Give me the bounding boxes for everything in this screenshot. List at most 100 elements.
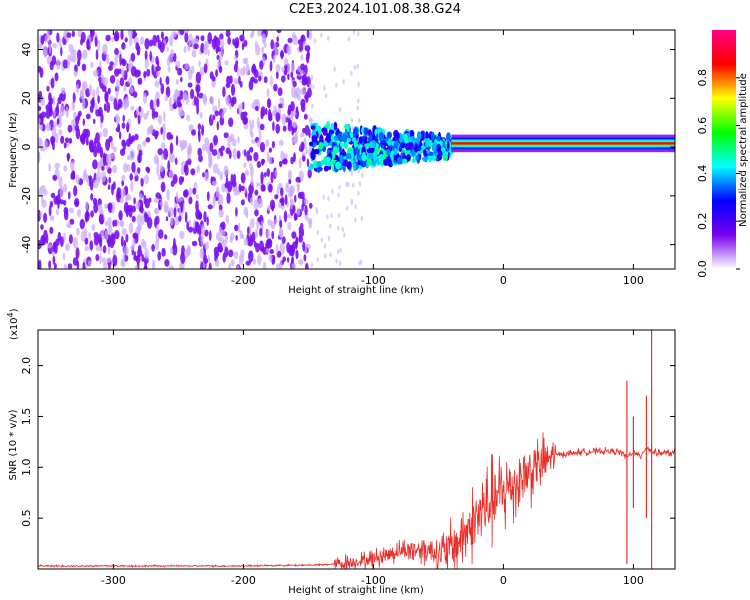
- noise-blob: [352, 182, 355, 188]
- noise-blob: [230, 173, 234, 185]
- noise-blob: [169, 142, 174, 155]
- signal-blob: [339, 142, 344, 148]
- noise-blob: [95, 132, 100, 144]
- noise-blob: [263, 172, 267, 178]
- signal-blob: [436, 143, 442, 153]
- noise-blob: [84, 211, 90, 222]
- noise-blob: [50, 77, 55, 89]
- noise-blob: [130, 180, 134, 192]
- noise-blob: [248, 79, 254, 91]
- noise-blob: [310, 75, 314, 80]
- noise-blob: [235, 60, 239, 66]
- noise-blob: [153, 154, 159, 165]
- noise-blob: [218, 209, 224, 218]
- noise-blob: [288, 119, 292, 127]
- noise-blob: [158, 229, 164, 239]
- noise-blob: [222, 86, 226, 98]
- noise-blob: [97, 39, 101, 52]
- noise-blob: [167, 160, 171, 172]
- noise-blob: [176, 96, 181, 107]
- noise-blob: [43, 212, 48, 223]
- noise-blob: [187, 158, 192, 166]
- noise-blob: [186, 221, 190, 231]
- noise-blob: [327, 236, 331, 241]
- noise-blob: [257, 253, 262, 266]
- noise-blob: [72, 123, 75, 134]
- noise-blob: [251, 119, 255, 130]
- noise-blob: [137, 223, 142, 232]
- snr-multiplier-exp: 4: [6, 312, 15, 317]
- noise-blob: [266, 238, 272, 245]
- noise-blob: [56, 102, 59, 112]
- noise-blob: [184, 248, 190, 259]
- noise-blob: [122, 253, 126, 264]
- noise-blob: [183, 164, 187, 173]
- noise-blob: [250, 131, 254, 139]
- y-tick-label: 0.5: [20, 509, 33, 527]
- noise-blob: [101, 85, 107, 92]
- noise-blob: [242, 116, 248, 125]
- noise-blob: [50, 136, 56, 144]
- noise-blob: [84, 245, 90, 252]
- noise-blob: [45, 109, 51, 119]
- noise-blob: [180, 111, 185, 117]
- signal-blob: [367, 135, 373, 143]
- noise-blob: [51, 126, 57, 137]
- noise-blob: [357, 190, 360, 196]
- noise-blob: [238, 75, 241, 85]
- noise-blob: [65, 106, 69, 118]
- noise-blob: [148, 125, 154, 135]
- noise-blob: [91, 223, 96, 231]
- noise-blob: [236, 66, 240, 77]
- signal-blob: [308, 141, 314, 147]
- noise-blob: [300, 87, 306, 96]
- noise-blob: [134, 265, 139, 269]
- noise-blob: [134, 133, 139, 141]
- noise-blob: [165, 86, 171, 98]
- signal-blob: [446, 140, 450, 150]
- noise-blob: [303, 113, 308, 120]
- noise-blob: [268, 253, 273, 262]
- noise-blob: [244, 186, 247, 194]
- noise-blob: [105, 139, 111, 151]
- noise-blob: [266, 168, 271, 177]
- noise-blob: [95, 245, 101, 252]
- noise-blob: [259, 60, 264, 70]
- noise-blob: [279, 228, 283, 238]
- noise-blob: [227, 36, 231, 45]
- noise-blob: [139, 36, 145, 45]
- noise-blob: [151, 244, 156, 252]
- noise-blob: [253, 78, 258, 84]
- noise-blob: [220, 145, 225, 151]
- x-tick-label: 100: [623, 274, 644, 287]
- noise-blob: [324, 93, 328, 99]
- noise-blob: [290, 101, 295, 112]
- noise-blob: [166, 188, 170, 201]
- noise-blob: [190, 88, 195, 100]
- noise-blob: [193, 95, 197, 106]
- noise-blob: [251, 102, 256, 110]
- noise-blob: [100, 112, 104, 124]
- noise-blob: [251, 30, 255, 37]
- noise-blob: [298, 170, 304, 182]
- noise-blob: [99, 253, 102, 265]
- noise-blob: [121, 58, 125, 65]
- noise-blob: [267, 219, 272, 226]
- noise-blob: [187, 44, 191, 52]
- noise-blob: [77, 49, 82, 61]
- noise-blob: [225, 147, 231, 155]
- noise-blob: [149, 50, 152, 62]
- noise-blob: [131, 31, 138, 38]
- signal-blob: [363, 127, 368, 136]
- noise-blob: [283, 69, 288, 76]
- noise-blob: [108, 264, 111, 269]
- x-tick-label: -300: [101, 574, 126, 587]
- noise-blob: [219, 38, 225, 51]
- noise-blob: [67, 60, 70, 69]
- signal-blob: [310, 163, 314, 169]
- noise-blob: [294, 194, 297, 203]
- noise-blob: [45, 123, 52, 132]
- noise-blob: [196, 165, 200, 174]
- noise-blob: [268, 115, 273, 121]
- noise-blob: [183, 30, 190, 34]
